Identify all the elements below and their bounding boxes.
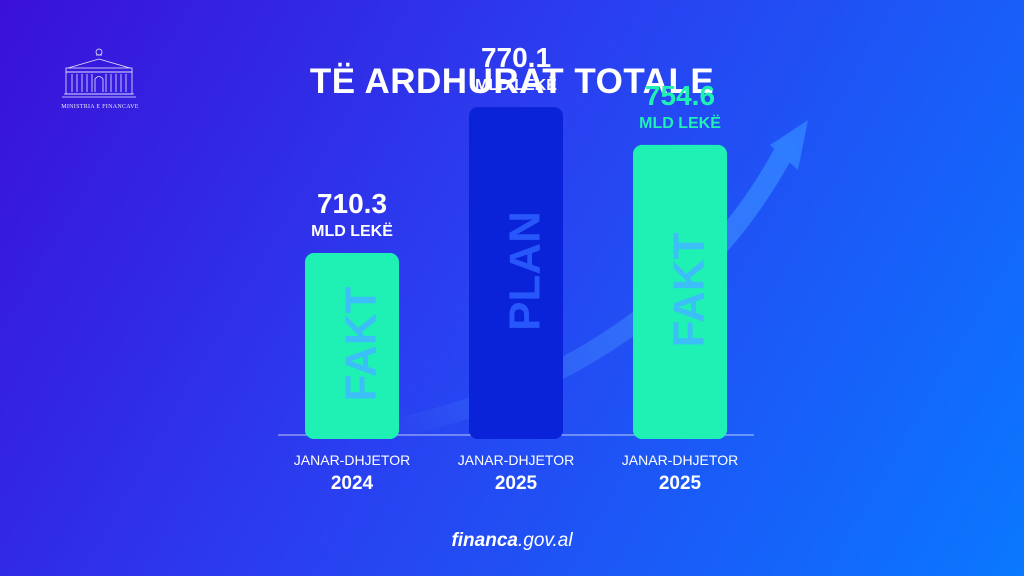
year-label-2: 2025 [495, 473, 538, 494]
value-label-2: 770.1 [481, 42, 551, 73]
ministry-building-logo-icon [62, 48, 136, 98]
footer-domain-bold: financa [451, 530, 518, 551]
period-label-1: JANAR-DHJETOR [294, 452, 410, 468]
website-footer[interactable]: financa.gov.al [0, 530, 1024, 552]
unit-label-3: MLD LEKË [639, 114, 721, 132]
value-label-3: 754.6 [645, 80, 715, 111]
bar-1 [305, 253, 399, 439]
period-label-3: JANAR-DHJETOR [622, 452, 738, 468]
year-label-3: 2025 [659, 473, 702, 494]
ministry-logo-text: MINISTRIA E FINANCAVE [61, 104, 139, 110]
unit-label-1: MLD LEKË [311, 222, 393, 240]
period-label-2: JANAR-DHJETOR [458, 452, 574, 468]
year-label-1: 2024 [331, 473, 374, 494]
bar-label-2: PLAN [501, 211, 550, 331]
bar-2 [469, 107, 563, 439]
footer-domain-rest: .gov.al [517, 530, 573, 551]
trend-arrow-head [770, 120, 808, 170]
page-title: TË ARDHURAT TOTALE [309, 62, 715, 101]
unit-label-2: MLD LEKË [475, 76, 557, 94]
bar-3 [633, 144, 727, 439]
bar-label-3: FAKT [665, 232, 714, 347]
trend-arrow-shaft [370, 140, 795, 442]
value-label-1: 710.3 [317, 188, 387, 219]
bar-label-1: FAKT [337, 286, 386, 401]
